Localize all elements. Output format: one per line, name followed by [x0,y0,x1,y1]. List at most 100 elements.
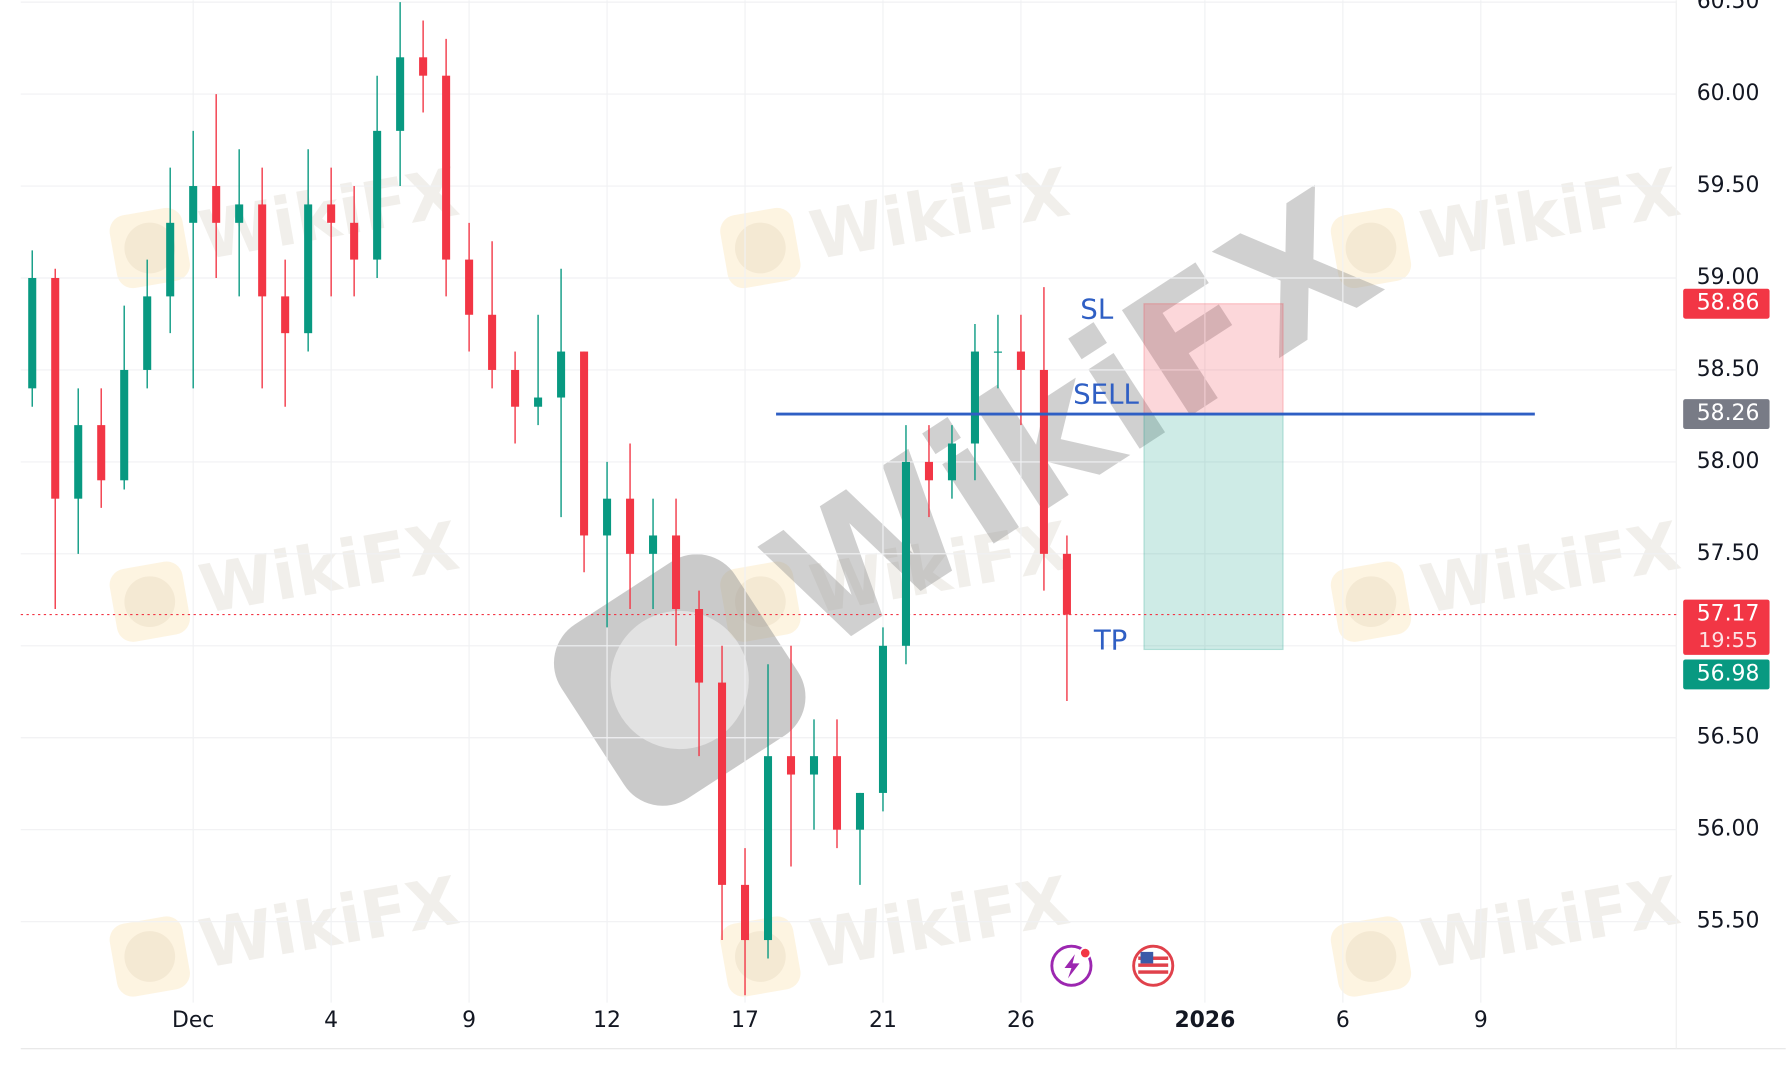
x-tick-label: 9 [1474,1008,1488,1033]
x-tick-label: 21 [869,1008,897,1033]
candle-body [373,130,382,260]
candle-body [465,259,474,315]
price-tag [1683,399,1770,430]
candle-body [557,351,566,398]
candle-body [258,204,267,297]
candle-body [763,756,773,941]
y-tick-label: 56.00 [1697,817,1760,842]
candle-body [419,57,428,76]
watermark-logo [1330,561,1412,642]
watermark-logo-circle [124,222,176,274]
x-tick-label: 6 [1336,1008,1350,1033]
candle-body [235,204,244,223]
candle-body [649,535,658,554]
candle-body [442,75,451,260]
y-tick-label: 58.50 [1697,357,1760,382]
watermark-text: WikiFX [194,507,465,629]
candle-body [786,756,796,775]
watermark-logo [1330,916,1412,997]
watermark: WikiFX [1330,507,1686,642]
watermark-logo-circle [1345,931,1397,982]
candle-body [855,792,865,830]
watermark-text: WikiFX [194,862,465,984]
candle-body [603,498,612,536]
candle-body [832,756,842,830]
x-tick-label: 26 [1007,1008,1035,1033]
candle-body [212,186,221,223]
y-tick-label: 59.00 [1697,265,1760,290]
candle-body [1039,369,1048,554]
x-tick-label: 9 [462,1008,476,1033]
candle-body [143,296,152,370]
y-tick-label: 60.50 [1697,0,1760,14]
candle-body [97,425,106,481]
candle-body [166,222,175,297]
candle-body [488,314,497,370]
watermarks: WikiFX WikiFX WikiFX WikiFX WikiFX WikiFX Wiki… [109,153,1686,997]
entry-label: SELL [1073,378,1139,411]
candle-body [51,277,60,499]
candle-body [924,461,933,481]
watermark: WikiFX [109,862,465,997]
watermark-text: WikiFX [804,862,1075,984]
watermark-logo [720,916,801,997]
candle-body [993,351,1002,353]
candle-body [189,186,198,223]
candle-body [970,351,979,444]
watermark: WikiFX [109,507,465,642]
countdown-label: 19:55 [1698,628,1758,652]
watermark: WikiFX [1330,153,1686,289]
watermark-logo-circle [735,222,786,274]
candle-body [511,369,520,407]
y-tick-label: 57.50 [1697,541,1760,566]
x-tick-label: 17 [731,1008,759,1033]
price-tag-label: 56.98 [1697,661,1760,686]
sl-label: SL [1080,293,1114,326]
candle-body [327,204,336,223]
price-tag-label: 58.26 [1697,401,1760,426]
candle-body [626,498,635,554]
watermark-logo [109,916,190,997]
big-watermark-logo [553,554,806,806]
price-tag [1683,659,1770,690]
watermark-logo-circle [735,931,786,982]
candle-body [741,884,750,941]
candle-body [281,296,290,334]
take-profit-zone [1143,413,1284,651]
us-flag-icon [1132,944,1175,987]
stop-loss-zone [1143,303,1284,415]
x-tick-label: 12 [593,1008,621,1033]
candle-body [947,443,956,481]
watermark-logo [109,561,190,642]
x-tick-label: 2026 [1174,1008,1235,1033]
y-tick-label: 58.00 [1697,449,1760,474]
candle-body [28,277,37,389]
candle-body [878,645,888,793]
candle-body [74,425,83,499]
watermark-text: WikiFX [1415,153,1686,275]
price-tag [1683,599,1770,655]
price-tag [1683,288,1770,319]
candle-body [396,57,405,131]
watermark-logo [720,207,801,289]
watermark-text: WikiFX [804,153,1075,275]
price-tag-label: 57.17 [1697,602,1760,627]
x-tick-label: 4 [324,1008,338,1033]
watermark-logo-circle [1345,222,1397,274]
watermark-text: WikiFX [1415,862,1686,984]
lightning-icon [1050,944,1093,987]
candle-body [809,756,819,775]
candle-body [695,609,704,683]
x-tick-label: Dec [172,1008,214,1033]
watermark-text: WikiFX [1415,507,1686,629]
watermark-logo-circle [124,931,176,982]
candle-body [1016,351,1025,370]
price-tag-label: 58.86 [1697,291,1760,316]
candle-body [580,351,589,536]
y-tick-label: 56.50 [1697,725,1760,750]
tp-label: TP [1093,623,1128,656]
y-tick-label: 55.50 [1697,909,1760,934]
candle-body [901,461,911,646]
